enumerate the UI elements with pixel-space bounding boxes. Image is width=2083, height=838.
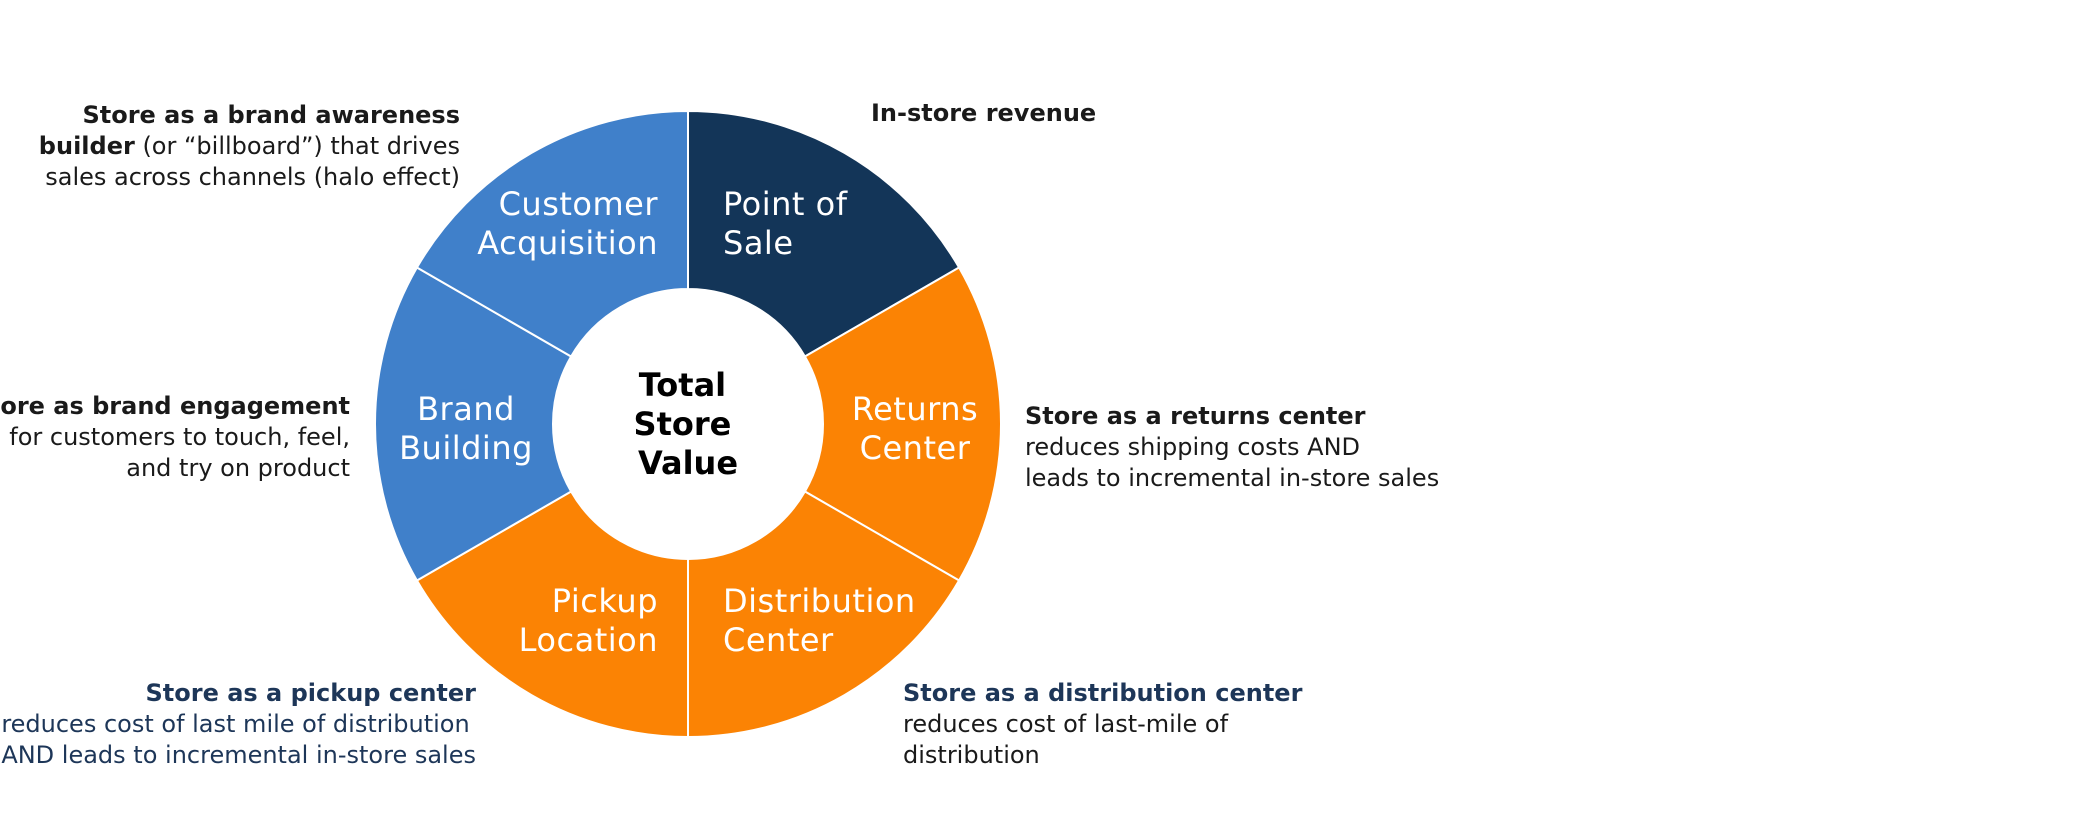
callout-engagement-line-2: and try on product	[126, 454, 350, 482]
segment-label-brand-building: Brand Building	[399, 390, 533, 467]
callout-awareness-line-2: sales across channels (halo effect)	[45, 163, 460, 191]
center-hole	[553, 289, 823, 559]
callout-in-store-revenue: In-store revenue	[871, 98, 1096, 129]
segment-label-returns-center: Returns Center	[852, 390, 978, 467]
callout-distribution-center: Store as a distribution center reduces c…	[903, 678, 1302, 771]
wheel-segments	[374, 109, 1002, 739]
callout-pickup-title: Store as a pickup center	[145, 679, 477, 707]
segment-label-pickup-location-line-2: Location	[519, 621, 658, 659]
center-title-line-1: Total	[639, 366, 726, 404]
callout-pickup-center: Store as a pickup center reduces cost of…	[1, 678, 476, 771]
callout-awareness-line-1: builder (or “billboard”) that drives	[39, 131, 460, 162]
callout-pickup-line-2: AND leads to incremental in-store sales	[1, 741, 476, 769]
callout-returns-line-2: leads to incremental in-store sales	[1025, 464, 1440, 492]
segment-label-distribution-center-line-1: Distribution	[723, 582, 916, 620]
callout-awareness-title-part-1: Store as a brand awareness	[82, 101, 460, 129]
callout-returns-center: Store as a returns center reduces shippi…	[1025, 401, 1439, 494]
callout-distribution-title: Store as a distribution center	[903, 679, 1303, 707]
callout-in-store-revenue-title: In-store revenue	[871, 99, 1097, 127]
center-title: Total Store Value	[634, 366, 743, 482]
callout-brand-engagement: Store as brand engagement for customers …	[0, 391, 350, 484]
segment-label-brand-building-line-2: Building	[399, 429, 533, 467]
segment-label-point-of-sale: Point of Sale	[723, 185, 848, 262]
segment-label-distribution-center-line-2: Center	[723, 621, 834, 659]
segment-label-distribution-center: Distribution Center	[723, 582, 916, 659]
callout-returns-title: Store as a returns center	[1025, 402, 1366, 430]
callout-brand-awareness: Store as a brand awareness builder (or “…	[39, 100, 460, 193]
segment-label-customer-acquisition-line-1: Customer	[499, 185, 659, 223]
segment-label-pickup-location: Pickup Location	[519, 582, 658, 659]
segment-label-point-of-sale-line-1: Point of	[723, 185, 848, 223]
callout-engagement-line-1: for customers to touch, feel,	[9, 423, 350, 451]
segment-label-brand-building-line-1: Brand	[417, 390, 515, 428]
callout-awareness-title-part-2: builder	[38, 132, 135, 160]
callout-pickup-line-1: reduces cost of last mile of distributio…	[1, 710, 470, 738]
callout-returns-line-1: reduces shipping costs AND	[1025, 433, 1361, 461]
callout-awareness-line-1-rest: (or “billboard”) that drives	[134, 132, 460, 160]
segment-label-customer-acquisition: Customer Acquisition	[477, 185, 658, 262]
callout-engagement-title: Store as brand engagement	[0, 392, 350, 420]
center-title-line-2: Store	[634, 405, 732, 443]
center-title-line-3: Value	[638, 444, 738, 482]
segment-label-pickup-location-line-1: Pickup	[552, 582, 658, 620]
segment-label-customer-acquisition-line-2: Acquisition	[477, 224, 658, 262]
callout-distribution-line-1: reduces cost of last-mile of	[903, 710, 1229, 738]
segment-label-returns-center-line-2: Center	[860, 429, 971, 467]
segment-label-returns-center-line-1: Returns	[852, 390, 978, 428]
callout-distribution-line-2: distribution	[903, 741, 1040, 769]
segment-label-point-of-sale-line-2: Sale	[723, 224, 794, 262]
